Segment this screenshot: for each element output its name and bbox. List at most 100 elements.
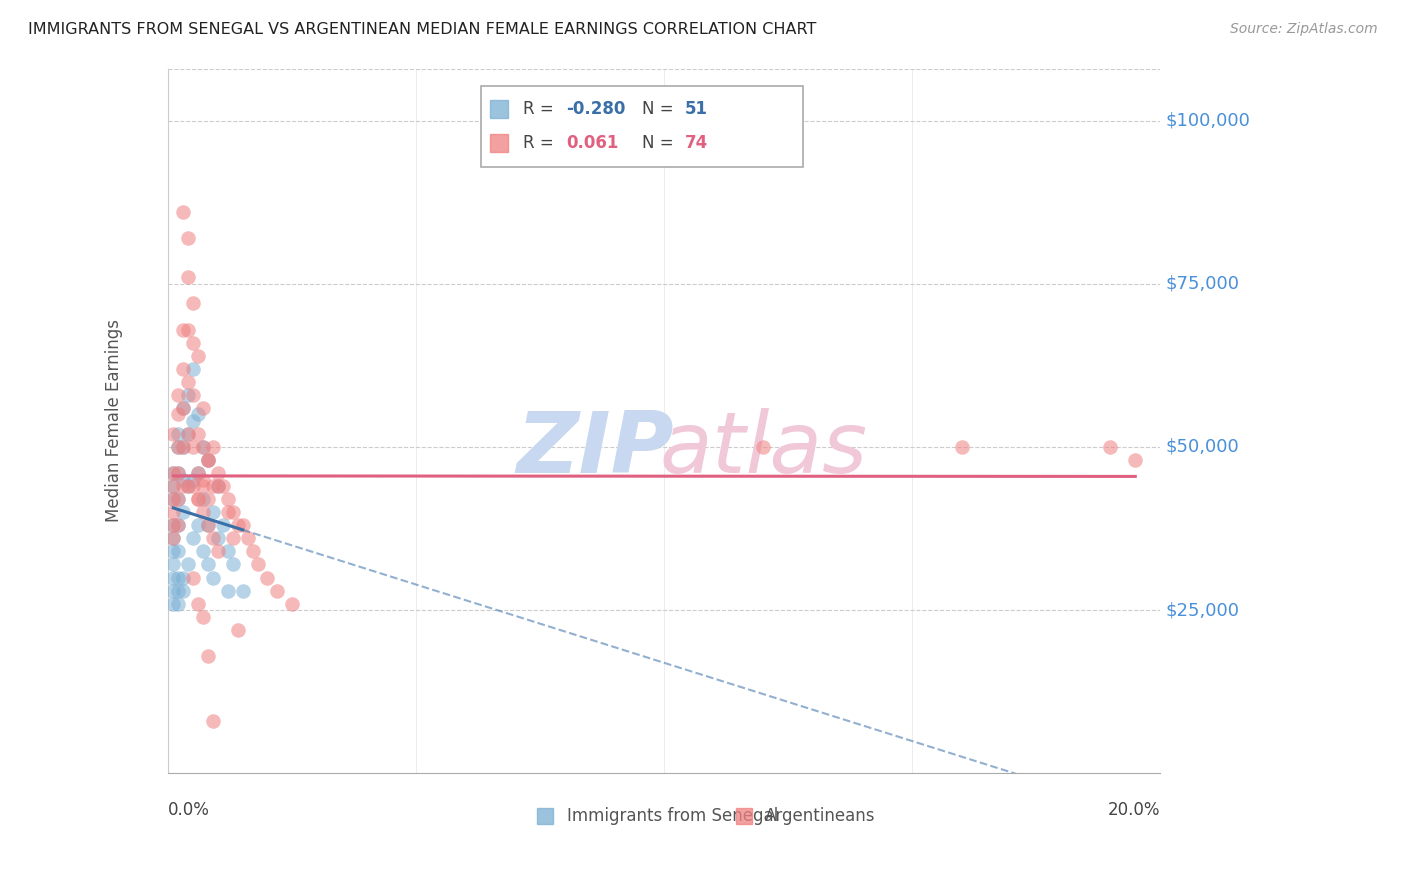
Point: [226, 518, 249, 533]
Point: [172, 473, 194, 487]
Point: [197, 453, 219, 467]
Point: [181, 473, 204, 487]
Point: [217, 505, 239, 519]
Point: [197, 648, 219, 663]
Point: [197, 518, 219, 533]
Text: N =: N =: [643, 134, 679, 152]
Text: 74: 74: [685, 134, 709, 152]
Point: [167, 492, 190, 507]
Point: [172, 505, 194, 519]
Point: [177, 479, 200, 493]
Point: [201, 479, 224, 493]
Point: [162, 570, 184, 584]
Point: [187, 408, 209, 422]
Point: [197, 518, 219, 533]
Point: [167, 597, 190, 611]
Point: [207, 479, 229, 493]
Text: IMMIGRANTS FROM SENEGAL VS ARGENTINEAN MEDIAN FEMALE EARNINGS CORRELATION CHART: IMMIGRANTS FROM SENEGAL VS ARGENTINEAN M…: [28, 22, 817, 37]
Point: [950, 440, 973, 454]
Point: [172, 479, 194, 493]
Point: [177, 426, 200, 441]
Point: [167, 492, 190, 507]
Point: [162, 479, 184, 493]
Text: Source: ZipAtlas.com: Source: ZipAtlas.com: [1230, 22, 1378, 37]
Text: atlas: atlas: [659, 408, 868, 491]
Point: [167, 408, 190, 422]
Text: Immigrants from Senegal: Immigrants from Senegal: [567, 806, 779, 824]
Text: $100,000: $100,000: [1166, 112, 1250, 129]
Point: [172, 322, 194, 336]
Point: [207, 544, 229, 558]
Point: [162, 518, 184, 533]
Point: [217, 544, 239, 558]
Point: [172, 570, 194, 584]
Point: [197, 558, 219, 572]
Point: [167, 544, 190, 558]
Point: [201, 532, 224, 546]
Point: [232, 583, 254, 598]
Point: [181, 335, 204, 350]
Point: [191, 492, 214, 507]
Point: [211, 479, 233, 493]
Point: [217, 492, 239, 507]
Point: [181, 361, 204, 376]
Point: [162, 583, 184, 598]
Text: Argentineans: Argentineans: [765, 806, 876, 824]
Point: [177, 426, 200, 441]
Point: [162, 558, 184, 572]
Point: [236, 532, 259, 546]
Point: [222, 532, 245, 546]
Point: [187, 426, 209, 441]
Point: [191, 401, 214, 415]
Point: [191, 440, 214, 454]
Text: $50,000: $50,000: [1166, 438, 1239, 456]
Point: [187, 518, 209, 533]
Point: [187, 492, 209, 507]
Point: [242, 544, 264, 558]
Point: [172, 583, 194, 598]
Point: [181, 388, 204, 402]
Point: [226, 623, 249, 637]
Text: Median Female Earnings: Median Female Earnings: [104, 319, 122, 523]
Point: [201, 440, 224, 454]
Point: [281, 597, 304, 611]
Text: R =: R =: [523, 134, 560, 152]
Point: [181, 414, 204, 428]
Point: [181, 532, 204, 546]
Point: [187, 349, 209, 363]
Point: [256, 570, 278, 584]
Point: [201, 505, 224, 519]
Point: [177, 558, 200, 572]
Point: [191, 505, 214, 519]
Point: [187, 466, 209, 480]
Point: [187, 597, 209, 611]
FancyBboxPatch shape: [481, 87, 803, 167]
Point: [167, 466, 190, 480]
Point: [232, 518, 254, 533]
Point: [162, 466, 184, 480]
Point: [162, 492, 184, 507]
Point: [222, 505, 245, 519]
Point: [167, 388, 190, 402]
Point: [191, 473, 214, 487]
Point: [162, 479, 184, 493]
Point: [162, 505, 184, 519]
Point: [167, 440, 190, 454]
Point: [201, 714, 224, 728]
Point: [177, 375, 200, 389]
Point: [162, 597, 184, 611]
Point: [172, 205, 194, 219]
Point: [1099, 440, 1122, 454]
Point: [197, 453, 219, 467]
Point: [181, 440, 204, 454]
Point: [207, 532, 229, 546]
Point: [211, 518, 233, 533]
Text: R =: R =: [523, 100, 560, 118]
Point: [172, 361, 194, 376]
Text: N =: N =: [643, 100, 679, 118]
Point: [177, 479, 200, 493]
Text: 0.0%: 0.0%: [169, 801, 209, 820]
Point: [197, 492, 219, 507]
Point: [167, 518, 190, 533]
Point: [181, 296, 204, 310]
